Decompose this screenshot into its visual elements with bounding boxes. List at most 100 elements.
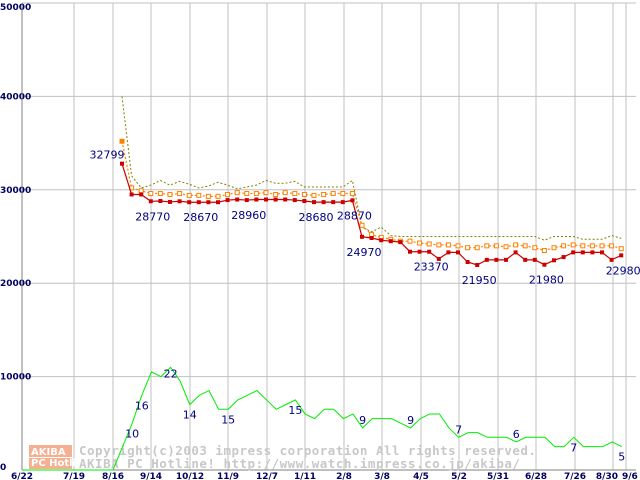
- avg-price-point: [311, 192, 317, 198]
- avg-price-point: [196, 192, 202, 198]
- min-price-point: [168, 199, 172, 204]
- avg-price-point: [618, 246, 624, 252]
- min-price-point: [523, 257, 528, 262]
- min-price-point: [561, 255, 566, 260]
- min-price-point: [494, 257, 499, 262]
- x-tick-label: 9/6: [622, 472, 638, 480]
- min-price-point: [475, 262, 480, 267]
- min-price-label: 22980: [606, 264, 640, 277]
- count-label: 14: [183, 409, 197, 422]
- x-tick-label: 7/19: [63, 472, 85, 480]
- min-price-point: [120, 161, 124, 166]
- avg-price-point: [599, 243, 605, 249]
- avg-price-point: [436, 242, 442, 248]
- x-tick-label: 5/2: [451, 472, 467, 480]
- count-label: 15: [221, 413, 235, 426]
- x-tick-label: 5/31: [487, 472, 509, 480]
- min-price-point: [446, 250, 451, 255]
- min-price-point: [244, 198, 249, 203]
- y-tick-label: 40000: [0, 92, 31, 102]
- min-price-point: [312, 200, 316, 205]
- url-text: AKIBA PC Hotline! http://www.watch.impre…: [79, 456, 520, 471]
- avg-price-point: [349, 191, 355, 197]
- copyright-text: Copyright(c)2003 impress corporation All…: [79, 443, 536, 458]
- min-price-point: [456, 250, 460, 255]
- avg-price-point: [301, 191, 307, 197]
- min-price-point: [552, 258, 556, 263]
- x-tick-label: 6/28: [525, 472, 547, 480]
- min-price-point: [196, 200, 201, 205]
- logo-box-top: [29, 445, 72, 457]
- avg-price-point: [570, 242, 576, 248]
- avg-price-point: [205, 193, 211, 199]
- min-price-point: [235, 197, 240, 202]
- y-tick-label: 50000: [0, 3, 31, 13]
- avg-price-point: [455, 243, 461, 249]
- min-price-point: [158, 199, 163, 204]
- min-price-point: [331, 200, 336, 205]
- avg-price-point: [541, 248, 547, 254]
- min-price-point: [321, 200, 326, 205]
- y-tick-label: 10000: [0, 373, 31, 383]
- min-price-point: [427, 249, 432, 254]
- count-label: 7: [455, 423, 462, 436]
- min-price-label: 28960: [231, 209, 266, 222]
- min-price-point: [590, 250, 595, 255]
- avg-price-point: [186, 192, 192, 198]
- avg-price-point: [609, 243, 615, 249]
- min-price-point: [148, 199, 153, 204]
- count-label: 10: [125, 427, 139, 440]
- count-label: 6: [513, 428, 520, 441]
- min-price-point: [369, 235, 374, 240]
- min-price-label: 28870: [337, 209, 372, 222]
- avg-price-point: [551, 245, 557, 251]
- avg-price-point: [138, 188, 144, 194]
- min-price-point: [129, 192, 134, 197]
- logo-subtext: PC Hotline!: [31, 458, 95, 469]
- min-price-label: 28680: [299, 211, 334, 224]
- min-price-point: [264, 197, 268, 202]
- min-price-point: [465, 259, 470, 264]
- min-price-point: [398, 240, 403, 245]
- avg-price-point: [426, 241, 432, 247]
- count-label: 9: [359, 414, 366, 427]
- min-price-point: [187, 200, 192, 205]
- avg-price-point: [263, 190, 269, 196]
- min-price-point: [609, 257, 614, 262]
- avg-price-point: [292, 191, 298, 197]
- avg-price-point: [157, 191, 163, 197]
- min-price-point: [254, 197, 259, 202]
- logo-text: AKIBA: [31, 447, 66, 458]
- avg-price-point: [407, 238, 413, 244]
- avg-price-point: [340, 191, 346, 197]
- avg-price-point: [532, 245, 538, 251]
- avg-price-point: [148, 191, 154, 197]
- min-price-label: 23370: [414, 261, 449, 274]
- count-label: 15: [288, 404, 302, 417]
- min-price-label: 32799: [90, 149, 125, 162]
- x-tick-label: 10/12: [176, 472, 204, 480]
- min-price-point: [283, 197, 288, 202]
- min-price-point: [206, 200, 211, 205]
- y-tick-label: 20000: [0, 279, 31, 289]
- min-price-point: [360, 234, 364, 239]
- avg-price-point: [580, 243, 586, 249]
- min-price-point: [580, 250, 585, 255]
- avg-price-point: [493, 243, 499, 249]
- min-price-point: [302, 199, 307, 204]
- min-price-point: [177, 199, 182, 204]
- min-price-point: [484, 257, 489, 262]
- x-tick-label: 3/8: [374, 472, 390, 480]
- avg-price-point: [417, 240, 423, 246]
- min-price-point: [619, 253, 624, 258]
- y-tick-label: 0: [0, 463, 6, 473]
- avg-price-point: [522, 243, 528, 249]
- min-price-point: [417, 249, 422, 254]
- x-tick-label: 12/7: [256, 472, 278, 480]
- min-price-label: 21950: [462, 274, 497, 287]
- count-label: 22: [164, 367, 178, 380]
- min-price-point: [532, 257, 537, 262]
- min-price-label: 28670: [183, 211, 218, 224]
